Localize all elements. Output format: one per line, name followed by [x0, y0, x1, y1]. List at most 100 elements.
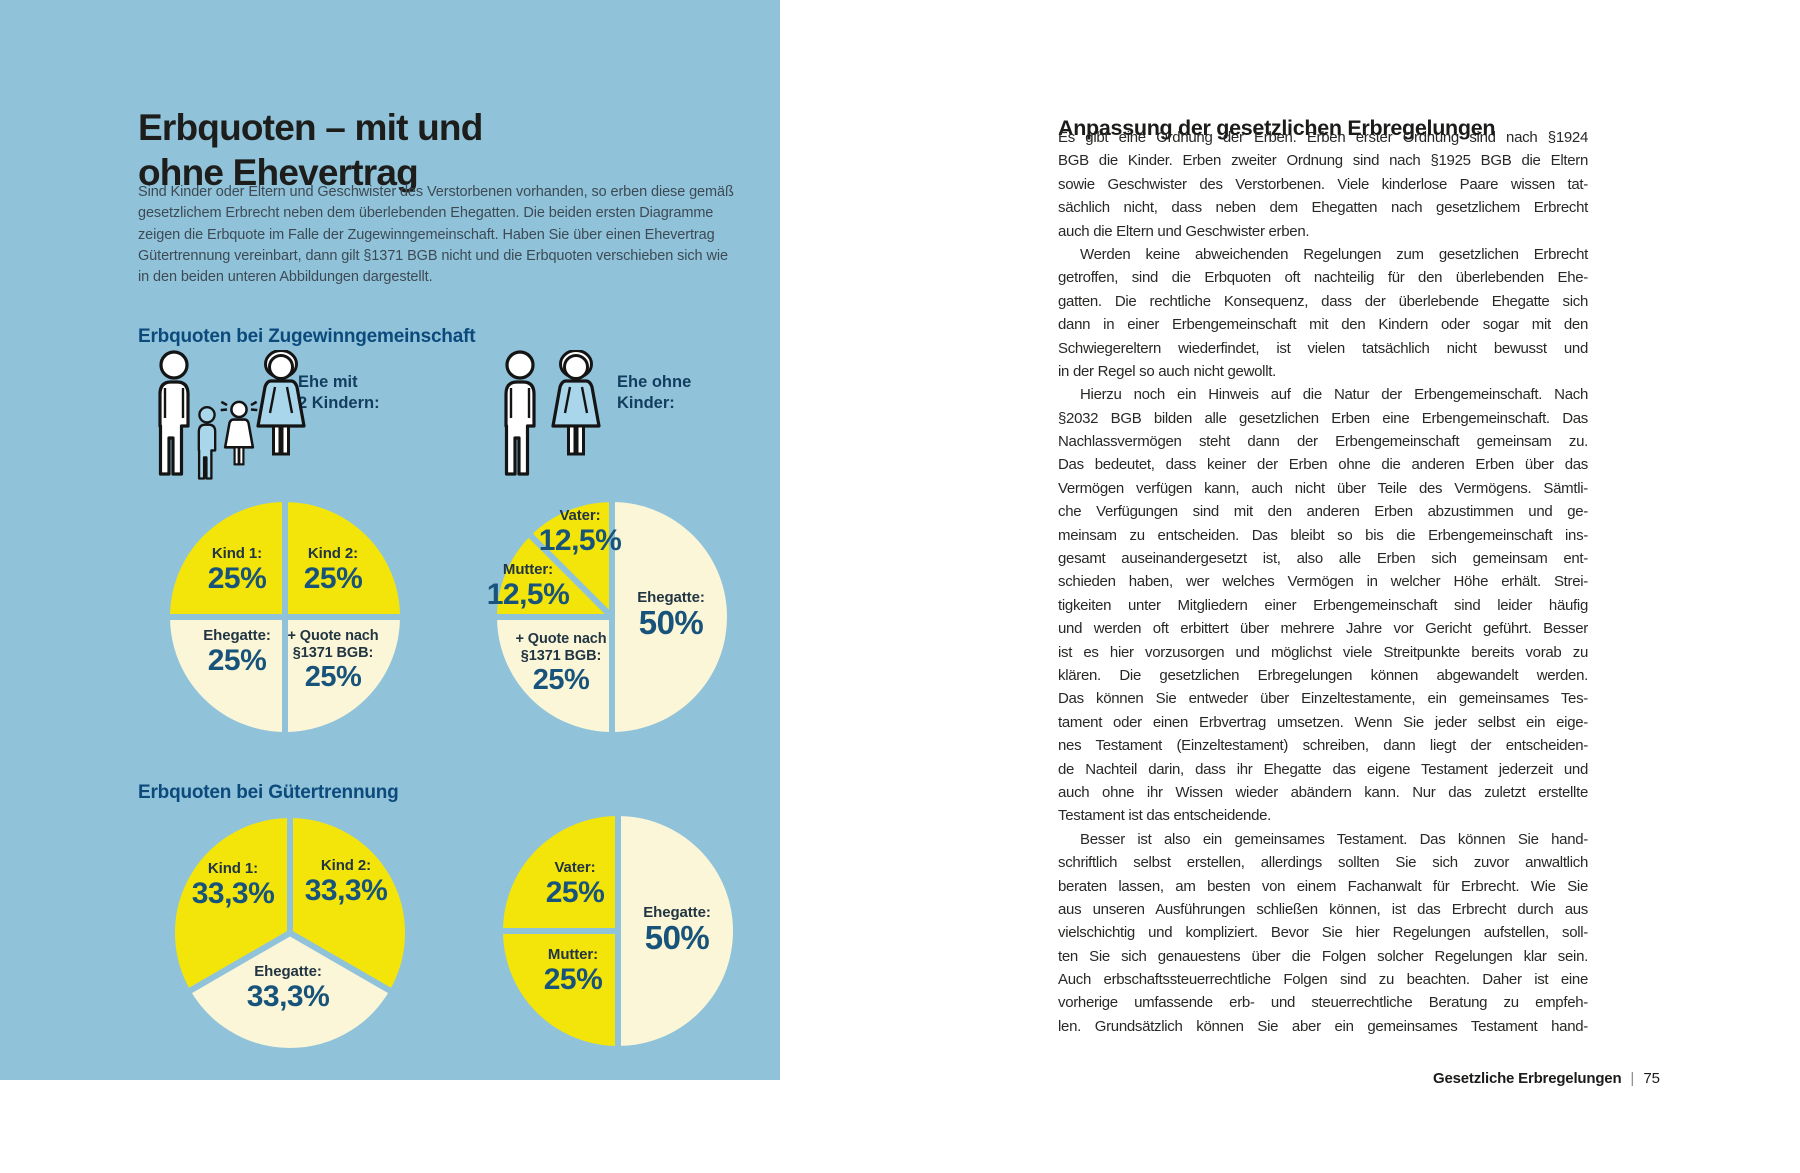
body-line: dann in einer Erbengemeinschaft mit den … — [1058, 316, 1588, 334]
body-line: Das können Sie entweder über Einzeltesta… — [1058, 690, 1588, 708]
intro-line: in den beiden unteren Abbildungen darges… — [138, 269, 433, 286]
pie-slice-label-kind2: Kind 2: 33,3% — [304, 857, 388, 907]
pie-slice — [609, 496, 733, 738]
running-footer: Gesetzliche Erbregelungen | 75 — [1433, 1070, 1660, 1087]
body-line: tigkeiten unter Mitgliedern einer Erbeng… — [1058, 596, 1588, 614]
page-title-line-2: ohne Ehevertrag — [138, 151, 419, 193]
body-line: Werden keine abweichenden Regelungen zum… — [1080, 245, 1588, 263]
body-line: ist es hier vorzusorgen und möglichst vi… — [1058, 643, 1588, 661]
body-line: tament oder einen Erbvertrag umsetzen. W… — [1058, 713, 1588, 731]
pie-slice-label-mutter: Mutter: 25% — [543, 946, 603, 996]
body-line: §2032 BGB bilden alle gesetzlichen Erben… — [1058, 409, 1588, 427]
pie-slice — [282, 496, 406, 620]
body-line: und werden oft erbittert über mehrere Ja… — [1058, 620, 1588, 638]
body-text: Es gibt eine Ordnung der Erben. Erben er… — [1058, 126, 1588, 1038]
body-line: Schwiegereltern wiederfindet, ist vielen… — [1058, 339, 1588, 357]
body-line: Besser ist also ein gemeinsames Testamen… — [1080, 830, 1588, 848]
body-line: schriftlich selbst erstellen, allerdings… — [1058, 854, 1588, 872]
group-label-line: Kinder: — [617, 394, 675, 412]
pie-slice-label-ehegatte: Ehegatte: 33,3% — [246, 963, 330, 1013]
pie-chart-zugewinn-mit-kindern — [164, 496, 406, 738]
pie-slice — [164, 496, 288, 620]
girl-icon — [220, 400, 258, 466]
body-line: auch ohne ihr Wissen wieder abändern kan… — [1058, 783, 1588, 801]
pie-slice — [164, 614, 288, 738]
body-line: meinsam zu entscheiden. Das bleibt so bi… — [1058, 526, 1588, 544]
intro-line: Gütertrennung vereinbart, dann gilt §137… — [138, 247, 728, 264]
woman-icon — [256, 350, 306, 456]
group-label-line: 2 Kindern: — [298, 394, 380, 412]
body-line: Hierzu noch ein Hinweis auf die Natur de… — [1080, 386, 1588, 404]
pie-slice-label-vater: Vater: 25% — [545, 859, 605, 909]
body-line: getroffen, sind die Erbquoten oft nachte… — [1058, 269, 1588, 287]
body-line: de Nachteil darin, dass ihr Ehegatte das… — [1058, 760, 1588, 778]
pie-slice — [491, 614, 615, 738]
footer-divider: | — [1630, 1070, 1635, 1087]
body-line: aus unseren Ausführungen schließen könne… — [1058, 900, 1588, 918]
footer-section-title: Gesetzliche Erbregelungen — [1433, 1070, 1622, 1087]
body-line: Testament ist das entscheidende. — [1058, 807, 1272, 825]
body-line: Vermögen verfügen kann, auch nicht über … — [1058, 479, 1588, 497]
body-line: Das bedeutet, dass keiner der Erben ohne… — [1058, 456, 1588, 474]
article-heading: Anpassung der gesetzlichen Erbregelungen — [1058, 115, 1496, 140]
intro-line: zeigen die Erbquote im Falle der Zugewin… — [138, 226, 715, 243]
left-page: Erbquoten – mit und ohne Ehevertrag Sind… — [0, 0, 780, 1080]
pie-slice-label-ehegatte: Ehegatte: 50% — [643, 904, 711, 956]
intro-line: Sind Kinder oder Eltern und Geschwister … — [138, 184, 734, 200]
body-line: vielschichtig und kompliziert. Bevor Sie… — [1058, 924, 1588, 942]
body-line: Es gibt eine Ordnung der Erben. Erben er… — [1058, 129, 1588, 146]
pie-slice — [615, 810, 739, 1052]
pie-slice-label-ehegatte: Ehegatte: 25% — [203, 627, 271, 677]
pie-chart-zugewinn-ohne-kinder — [491, 496, 733, 738]
body-line: gatten. Die rechtliche Konsequenz, dass … — [1058, 292, 1588, 310]
body-line: len. Grundsätzlich können Sie aber ein g… — [1058, 1017, 1588, 1035]
body-line: Nachlassvermögen steht dann der Erbengem… — [1058, 433, 1588, 451]
pie-slice-label-kind2: Kind 2: 25% — [303, 545, 363, 595]
pie-slice-label-quote-1371: + Quote nach §1371 BGB: 25% — [287, 628, 379, 693]
intro-line: gesetzlichem Erbrecht neben dem überlebe… — [138, 205, 714, 222]
body-line: ten Sie sich genauestens über die Folgen… — [1058, 947, 1588, 965]
pie-slice-label-mutter: Mutter: 12,5% — [486, 561, 570, 611]
pie-chart-guetertrennung-mit-kindern — [169, 812, 411, 1054]
pie-slice-label-quote-1371: + Quote nach §1371 BGB: 25% — [515, 631, 607, 696]
body-line: sächlich nicht, dass neben dem Ehegatten… — [1058, 199, 1588, 217]
page-title: Erbquoten – mit und ohne Ehevertrag — [138, 105, 483, 195]
body-line: in der Regel so auch nicht gewollt. — [1058, 362, 1276, 380]
body-line: gesamt auseinandergesetzt ist, also alle… — [1058, 550, 1588, 568]
group-label-ehe-mit-2-kindern: Ehe mit 2 Kindern: — [298, 372, 380, 414]
pie-slice — [497, 928, 621, 1052]
body-line: BGB die Kinder. Erben zweiter Ordnung si… — [1058, 152, 1588, 170]
pie-slice — [491, 530, 615, 620]
group-label-line: Ehe ohne — [617, 373, 692, 391]
group-label-ehe-ohne-kinder: Ehe ohne Kinder: — [617, 372, 691, 414]
pie-slice — [282, 614, 406, 738]
pie-slice-label-vater: Vater: 12,5% — [538, 507, 622, 557]
man-icon — [158, 350, 190, 476]
body-line: sowie Geschwister des Verstorbenen. Viel… — [1058, 175, 1588, 193]
pie-slice — [497, 810, 621, 934]
pie-chart-guetertrennung-ohne-kinder — [497, 810, 739, 1052]
body-line: nes Testament (Einzeltestament) schreibe… — [1058, 737, 1588, 755]
body-line: Auch erbschaftssteuerrechtliche Folgen s… — [1058, 971, 1588, 989]
boy-icon — [197, 406, 217, 480]
body-line: che Verfügungen sind mit den anderen Erb… — [1058, 503, 1588, 521]
section-heading-guetertrennung: Erbquoten bei Gütertrennung — [138, 781, 399, 803]
body-line: klären. Die gesetzlichen Erbregelungen k… — [1058, 666, 1588, 684]
body-line: auch die Eltern und Geschwister erben. — [1058, 222, 1310, 240]
body-line: beraten lassen, am besten von einem Fach… — [1058, 877, 1588, 895]
pie-slice — [525, 496, 615, 620]
page-title-line-1: Erbquoten – mit und — [138, 106, 483, 148]
woman-icon — [551, 350, 601, 456]
footer-page-number: 75 — [1643, 1070, 1660, 1087]
pie-slice-label-kind1: Kind 1: 33,3% — [191, 860, 275, 910]
intro-text: Sind Kinder oder Eltern und Geschwister … — [138, 182, 778, 288]
section-heading-zugewinngemeinschaft: Erbquoten bei Zugewinngemeinschaft — [138, 325, 476, 347]
body-line: vorherige umfassende erb- und steuerrech… — [1058, 994, 1588, 1012]
man-icon — [504, 350, 536, 476]
pie-slice — [184, 930, 396, 1054]
pie-slice-label-ehegatte: Ehegatte: 50% — [637, 589, 705, 641]
pie-slice-label-kind1: Kind 1: 25% — [207, 545, 267, 595]
group-label-line: Ehe mit — [298, 373, 358, 391]
body-line: schieden haben, wer welches Vermögen in … — [1058, 573, 1588, 591]
